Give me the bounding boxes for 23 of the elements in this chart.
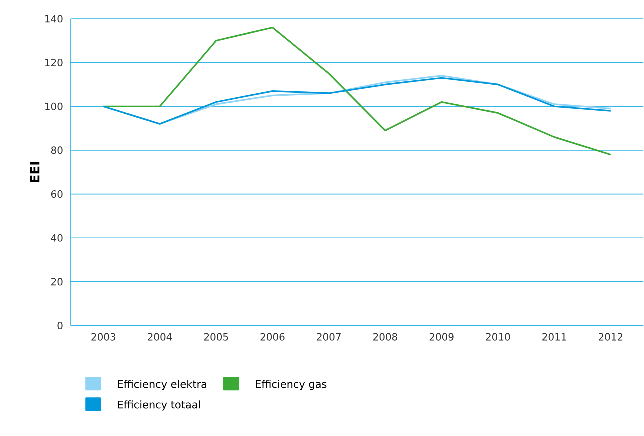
y-tick-label: 40: [51, 234, 63, 242]
x-tick-label: 2010: [486, 333, 510, 341]
x-tick-label: 2004: [148, 333, 172, 341]
y-tick-label: 0: [58, 322, 63, 330]
line-series: [102, 27, 612, 156]
y-tick-label: 60: [51, 190, 63, 198]
x-tick-label: 2005: [204, 333, 228, 341]
x-tick-label: 2003: [92, 333, 116, 341]
y-tick-label: 120: [46, 59, 63, 67]
x-tick-label: 2006: [260, 333, 285, 341]
x-tick-label: 2009: [430, 333, 454, 341]
y-tick-label: 80: [51, 146, 63, 154]
legend-label: Efficiency totaal: [118, 400, 200, 411]
legend-label: Efficiency gas: [256, 380, 327, 390]
y-axis-title: EEI: [30, 162, 40, 183]
x-tick-label: 2012: [598, 333, 623, 341]
y-tick-label: 140: [46, 15, 63, 23]
x-tick-label: 2008: [374, 333, 398, 341]
y-tick-label: 20: [52, 278, 63, 286]
x-tick-label: 2007: [317, 333, 341, 341]
y-tick-label: 100: [46, 102, 63, 111]
legend-label: Efficiency elektra: [118, 380, 207, 390]
x-tick-label: 2011: [542, 333, 566, 341]
